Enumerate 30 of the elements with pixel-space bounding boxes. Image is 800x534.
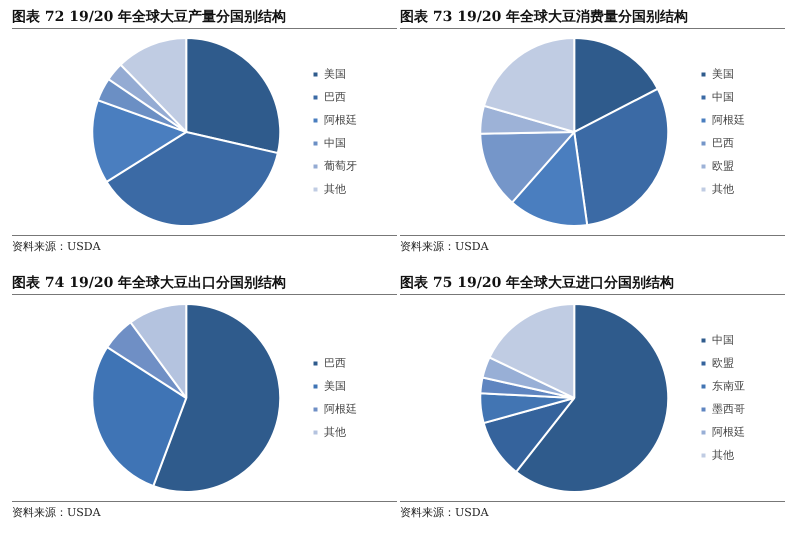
legend-label: 其他 bbox=[324, 425, 346, 438]
legend-label: 欧盟 bbox=[712, 356, 734, 370]
legend-label: 其他 bbox=[712, 182, 734, 196]
legend-label: 葡萄牙 bbox=[324, 159, 357, 172]
text: 资料来源：USDA bbox=[400, 501, 785, 520]
legend-label: 美国 bbox=[324, 67, 346, 80]
chart-title: 图表 73 19/20 年全球大豆消费量分国别结构 bbox=[400, 6, 785, 29]
legend-label: 其他 bbox=[712, 448, 734, 462]
text: 资料来源：USDA bbox=[12, 235, 397, 254]
legend-label: 巴西 bbox=[324, 356, 346, 370]
legend-label: 阿根廷 bbox=[324, 402, 357, 416]
legend-label: 阿根廷 bbox=[712, 113, 745, 126]
legend-label: 中国 bbox=[712, 90, 734, 104]
legend-label: 阿根廷 bbox=[712, 425, 745, 438]
legend-label: 中国 bbox=[712, 333, 734, 346]
legend-label: 美国 bbox=[324, 379, 346, 392]
legend-label: 美国 bbox=[712, 67, 734, 80]
chart-title: 图表 75 19/20 年全球大豆进口分国别结构 bbox=[400, 272, 785, 295]
chart-title: 图表 72 19/20 年全球大豆产量分国别结构 bbox=[12, 6, 397, 29]
text: 资料来源：USDA bbox=[400, 235, 785, 254]
legend-label: 巴西 bbox=[712, 136, 734, 150]
legend-label: 墨西哥 bbox=[712, 402, 745, 416]
legend-label: 中国 bbox=[324, 136, 346, 150]
legend-label: 阿根廷 bbox=[324, 113, 357, 126]
chart-title: 图表 74 19/20 年全球大豆出口分国别结构 bbox=[12, 272, 397, 295]
legend-label: 巴西 bbox=[324, 90, 346, 104]
legend-label: 欧盟 bbox=[712, 159, 734, 172]
text: 资料来源：USDA bbox=[12, 501, 397, 520]
legend-label: 其他 bbox=[324, 182, 346, 196]
legend-label: 东南亚 bbox=[712, 379, 745, 392]
